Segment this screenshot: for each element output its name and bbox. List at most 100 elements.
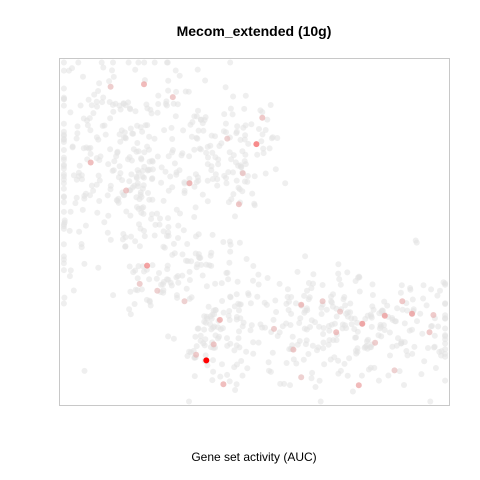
scatter-point (149, 176, 155, 183)
scatter-point (101, 122, 108, 129)
scatter-point (266, 367, 272, 374)
scatter-point (149, 211, 155, 218)
scatter-point (336, 276, 343, 283)
scatter-point (131, 301, 138, 307)
scatter-point (243, 256, 250, 262)
scatter-point (100, 94, 107, 101)
scatter-point (417, 310, 424, 317)
scatter-point (119, 177, 126, 184)
scatter-point (70, 172, 77, 179)
scatter-point (195, 107, 201, 114)
scatter-point (316, 377, 323, 384)
scatter-point (212, 307, 219, 314)
scatter-point (192, 171, 199, 178)
scatter-point (331, 354, 338, 361)
scatter-point (284, 293, 291, 300)
scatter-point (60, 147, 67, 153)
scatter-point (168, 124, 175, 131)
scatter-point (220, 128, 227, 135)
scatter-point (310, 271, 317, 278)
scatter-point (244, 173, 251, 179)
scatter-point (75, 59, 82, 66)
scatter-point (128, 171, 135, 178)
scatter-point (296, 338, 303, 344)
scatter-point (138, 205, 145, 212)
scatter-point (251, 202, 258, 209)
scatter-point (276, 280, 283, 287)
scatter-point (428, 323, 435, 330)
highlighted-point (333, 329, 340, 336)
scatter-point (61, 217, 68, 224)
scatter-point (344, 372, 351, 379)
scatter-point (60, 171, 67, 178)
scatter-point (236, 239, 243, 246)
scatter-point (165, 87, 172, 94)
scatter-point (146, 298, 153, 305)
scatter-point (173, 88, 180, 95)
scatter-point (407, 286, 414, 293)
scatter-point (60, 59, 67, 66)
scatter-point (134, 167, 141, 174)
scatter-point (428, 286, 435, 293)
scatter-point (304, 287, 310, 294)
scatter-point (412, 237, 419, 244)
scatter-point (76, 162, 83, 169)
scatter-point (214, 176, 221, 183)
scatter-point (431, 344, 437, 351)
scatter-point (87, 127, 94, 134)
scatter-point (162, 168, 169, 175)
scatter-point (120, 134, 127, 141)
scatter-point (60, 300, 67, 307)
scatter-point (60, 199, 67, 206)
scatter-point (255, 339, 262, 346)
scatter-point (100, 64, 107, 71)
scatter-point (442, 377, 449, 384)
scatter-point (234, 278, 241, 285)
scatter-point (60, 163, 67, 169)
highlighted-point (430, 312, 437, 318)
scatter-point (326, 327, 333, 334)
scatter-point (192, 204, 199, 211)
scatter-point (219, 325, 226, 332)
scatter-point (143, 101, 150, 108)
scatter-point (82, 222, 89, 229)
scatter-point (60, 85, 67, 92)
scatter-point (94, 209, 101, 216)
scatter-point (155, 101, 162, 107)
scatter-point (330, 337, 337, 344)
scatter-point (94, 103, 100, 110)
scatter-point (139, 173, 146, 180)
highlighted-point (107, 83, 114, 90)
scatter-point (242, 132, 249, 139)
scatter-point (165, 333, 172, 340)
scatter-point (93, 181, 100, 188)
scatter-point (149, 166, 156, 173)
scatter-point (78, 241, 85, 247)
scatter-point (255, 271, 262, 278)
scatter-point (289, 333, 296, 340)
scatter-point (397, 289, 404, 296)
scatter-point (331, 320, 338, 327)
scatter-point (283, 360, 290, 366)
scatter-point (230, 152, 237, 159)
scatter-point (191, 373, 198, 380)
highlighted-point (239, 170, 246, 177)
scatter-point (179, 251, 186, 258)
scatter-point (109, 67, 115, 74)
plot-frame (59, 58, 450, 406)
scatter-point (93, 98, 100, 105)
scatter-point (386, 329, 393, 336)
scatter-point (169, 136, 176, 142)
scatter-point (389, 343, 396, 350)
scatter-point (315, 344, 322, 351)
scatter-point (262, 170, 269, 177)
scatter-point (300, 356, 307, 363)
scatter-point (105, 212, 112, 219)
x-axis-label: Gene set activity (AUC) (191, 450, 316, 464)
scatter-point (225, 276, 232, 283)
highlighted-point (259, 114, 266, 121)
highlighted-point (216, 316, 223, 323)
scatter-point (165, 77, 172, 84)
scatter-point (274, 135, 281, 141)
